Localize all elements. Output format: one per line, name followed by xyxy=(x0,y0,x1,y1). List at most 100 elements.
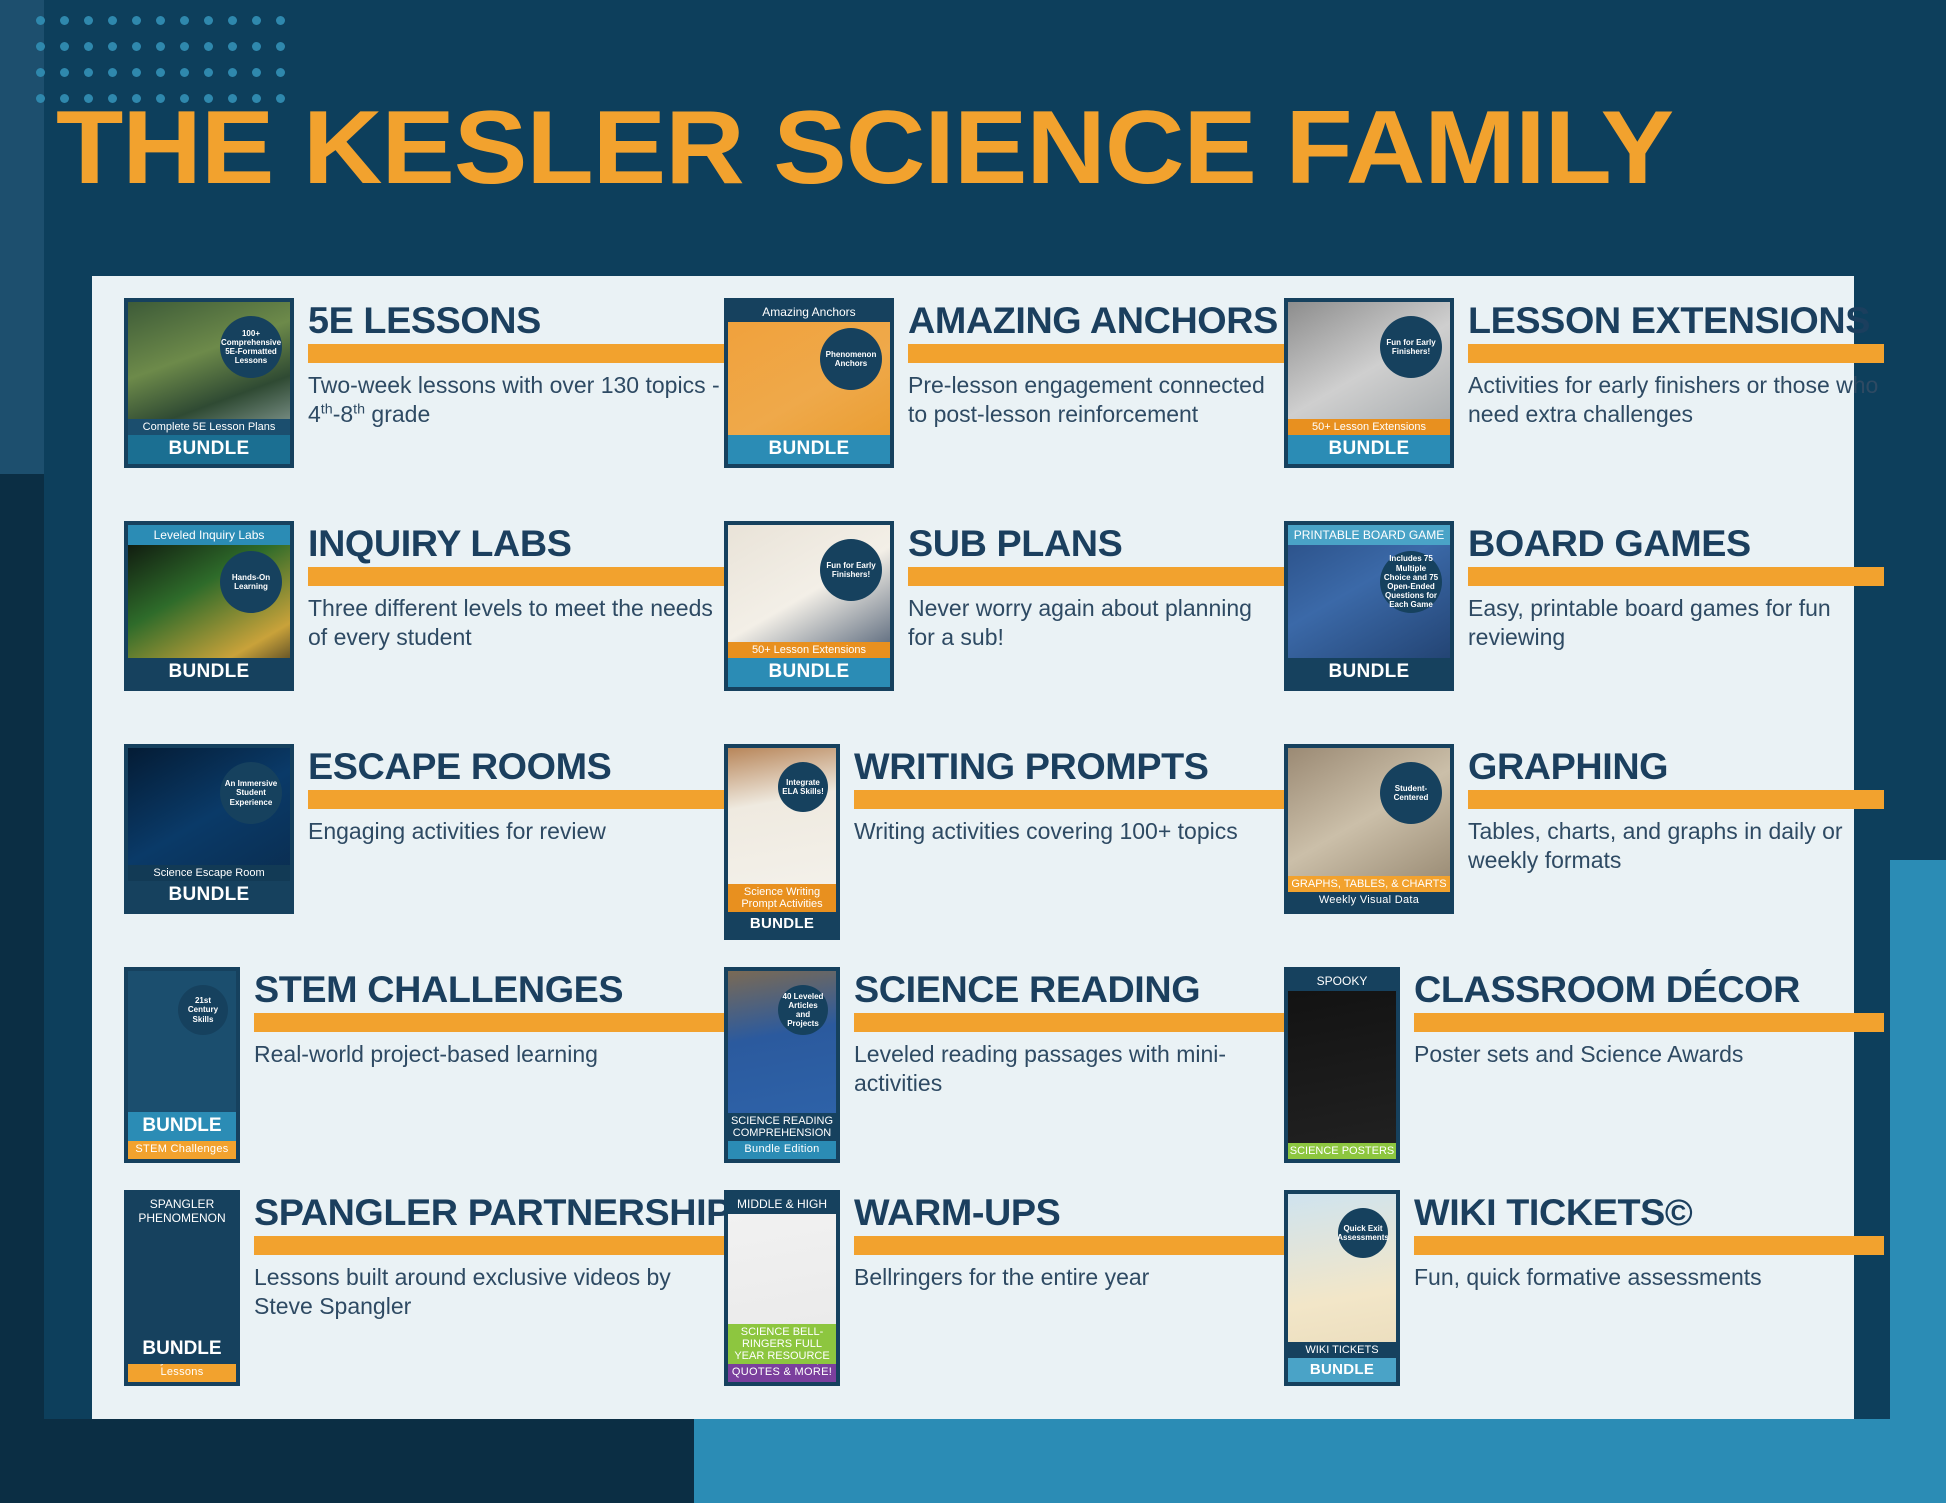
thumbnail-top-label: MIDDLE & HIGH xyxy=(728,1194,836,1214)
decorative-dot xyxy=(108,94,117,103)
product-thumbnail[interactable]: 21st Century Skills STEM Challenges BUNDLE xyxy=(124,967,240,1163)
thumbnail-badge: 40 Leveled Articles and Projects xyxy=(778,985,828,1035)
accent-rule xyxy=(854,1013,1284,1033)
left-accent-bar-dark xyxy=(0,474,44,1503)
decorative-dot xyxy=(252,16,261,25)
decorative-dot xyxy=(132,42,141,51)
thumbnail-top-label: Leveled Inquiry Labs xyxy=(128,525,290,545)
decorative-dot xyxy=(60,42,69,51)
decorative-dot xyxy=(228,42,237,51)
product-thumbnail[interactable]: Integrate ELA Skills!MEGA BUNDLEScience … xyxy=(724,744,840,940)
product-card[interactable]: SPANGLER PHENOMENON19 Physical Science L… xyxy=(124,1184,731,1407)
product-body: GRAPHING Tables, charts, and graphs in da… xyxy=(1468,744,1884,874)
product-grid: 100+ Comprehensive 5E-Formatted Lessons B… xyxy=(92,276,1884,1419)
thumbnail-badge: An Immersive Student Experience xyxy=(220,762,282,824)
decorative-dot xyxy=(84,94,93,103)
product-thumbnail[interactable]: SPANGLER PHENOMENON19 Physical Science L… xyxy=(124,1190,240,1386)
thumbnail-subcaption: BUNDLE xyxy=(128,1112,236,1141)
product-description: Never worry again about planning for a s… xyxy=(908,595,1252,650)
product-card[interactable]: SPOOKY SCIENCE POSTERS CLASSROOM DÉCOR Post… xyxy=(1284,961,1884,1184)
product-card[interactable]: Integrate ELA Skills!MEGA BUNDLEScience … xyxy=(724,738,1284,961)
thumbnail-badge: Fun for Early Finishers! xyxy=(820,539,882,601)
product-title: CLASSROOM DÉCOR xyxy=(1414,969,1800,1010)
decorative-dot xyxy=(204,42,213,51)
product-card[interactable]: PRINTABLE BOARD GAME Includes 75 Multiple… xyxy=(1284,515,1884,738)
decorative-dot xyxy=(180,16,189,25)
decorative-dot xyxy=(84,42,93,51)
thumbnail-subcaption: Science Writing Prompt Activities xyxy=(728,884,836,912)
thumbnail-top-label: PRINTABLE BOARD GAME xyxy=(1288,525,1450,545)
product-card[interactable]: 21st Century Skills STEM Challenges BUNDLE… xyxy=(124,961,724,1184)
thumbnail-caption: BUNDLE xyxy=(128,658,290,687)
product-thumbnail[interactable]: PRINTABLE BOARD GAME Includes 75 Multiple… xyxy=(1284,521,1454,691)
product-card[interactable]: Fun for Early Finishers! BUNDLE 50+ Lesson… xyxy=(724,515,1284,738)
accent-rule xyxy=(1414,1013,1884,1033)
thumbnail-artwork xyxy=(1288,971,1396,1159)
product-description: Engaging activities for review xyxy=(308,818,606,845)
accent-rule xyxy=(254,1236,724,1256)
product-card[interactable]: 40 Leveled Articles and Projects Bundle E… xyxy=(724,961,1284,1184)
accent-rule xyxy=(254,1013,724,1033)
product-thumbnail[interactable]: 40 Leveled Articles and Projects Bundle E… xyxy=(724,967,840,1163)
product-title: WARM-UPS xyxy=(854,1192,1061,1233)
decorative-dot xyxy=(180,94,189,103)
product-body: STEM CHALLENGES Real-world project-based … xyxy=(254,967,724,1069)
decorative-dot xyxy=(132,94,141,103)
accent-rule xyxy=(908,344,1284,364)
product-card[interactable]: An Immersive Student Experience BUNDLE Sci… xyxy=(124,738,724,961)
product-description: Real-world project-based learning xyxy=(254,1041,598,1068)
decorative-dot xyxy=(204,16,213,25)
thumbnail-caption: BUNDLE xyxy=(1288,658,1450,687)
product-card[interactable]: 100+ Comprehensive 5E-Formatted Lessons B… xyxy=(124,292,724,515)
product-card[interactable]: Fun for Early Finishers! BUNDLE 50+ Lesson… xyxy=(1284,292,1884,515)
product-thumbnail[interactable]: Fun for Early Finishers! BUNDLE 50+ Lesson… xyxy=(1284,298,1454,468)
product-description: Bellringers for the entire year xyxy=(854,1264,1150,1291)
decorative-dot xyxy=(84,68,93,77)
decorative-dot xyxy=(228,94,237,103)
thumbnail-top-label: SPOOKY xyxy=(1288,971,1396,991)
accent-rule xyxy=(1468,567,1884,587)
product-thumbnail[interactable]: Amazing Anchors Phenomenon Anchors BUNDLE xyxy=(724,298,894,468)
dot-pattern-decoration xyxy=(36,16,296,103)
product-title: SCIENCE READING xyxy=(854,969,1201,1010)
product-thumbnail[interactable]: 100+ Comprehensive 5E-Formatted Lessons B… xyxy=(124,298,294,468)
accent-rule xyxy=(1468,344,1884,364)
thumbnail-badge: Hands-On Learning xyxy=(220,551,282,613)
decorative-dot xyxy=(36,16,45,25)
thumbnail-badge: Phenomenon Anchors xyxy=(820,328,882,390)
decorative-dot xyxy=(36,94,45,103)
decorative-dot xyxy=(252,68,261,77)
product-body: INQUIRY LABS Three different levels to me… xyxy=(308,521,724,651)
product-card[interactable]: Amazing Anchors Phenomenon Anchors BUNDLE A… xyxy=(724,292,1284,515)
product-description: Writing activities covering 100+ topics xyxy=(854,818,1238,845)
thumbnail-subcaption: Science Escape Room xyxy=(128,865,290,881)
product-thumbnail[interactable]: Quick Exit Assessments BUNDLE WIKI TICKETS xyxy=(1284,1190,1400,1386)
product-thumbnail[interactable]: SPOOKY SCIENCE POSTERS xyxy=(1284,967,1400,1163)
product-description: Tables, charts, and graphs in daily or w… xyxy=(1468,818,1843,873)
product-card[interactable]: Leveled Inquiry Labs Hands-On Learning BUN… xyxy=(124,515,724,738)
product-thumbnail[interactable]: MIDDLE & HIGHSTATIONS, DISCUSSION, QUOTE… xyxy=(724,1190,840,1386)
product-thumbnail[interactable]: Student-Centered Weekly Visual Data GRAPHS… xyxy=(1284,744,1454,914)
thumbnail-top-label: Amazing Anchors xyxy=(728,302,890,322)
product-card[interactable]: Quick Exit Assessments BUNDLE WIKI TICKETS… xyxy=(1284,1184,1884,1407)
thumbnail-subcaption: 50+ Lesson Extensions xyxy=(1288,419,1450,435)
decorative-dot xyxy=(60,94,69,103)
thumbnail-caption: BUNDLE xyxy=(1288,1358,1396,1382)
left-accent-bar-light xyxy=(0,0,44,474)
right-accent-bar-teal xyxy=(1890,860,1946,1503)
decorative-dot xyxy=(276,68,285,77)
product-title: WRITING PROMPTS xyxy=(854,746,1209,787)
thumbnail-badge: Quick Exit Assessments xyxy=(1337,1208,1389,1258)
accent-rule xyxy=(308,790,724,810)
product-body: WIKI TICKETS© Fun, quick formative assess… xyxy=(1414,1190,1884,1292)
accent-rule xyxy=(1414,1236,1884,1256)
product-thumbnail[interactable]: Fun for Early Finishers! BUNDLE 50+ Lesson… xyxy=(724,521,894,691)
product-thumbnail[interactable]: Leveled Inquiry Labs Hands-On Learning BUN… xyxy=(124,521,294,691)
thumbnail-top-label: SPANGLER PHENOMENON xyxy=(128,1194,236,1228)
thumbnail-subcaption: BUNDLE xyxy=(128,1335,236,1364)
product-card[interactable]: MIDDLE & HIGHSTATIONS, DISCUSSION, QUOTE… xyxy=(724,1184,1284,1407)
thumbnail-badge: Fun for Early Finishers! xyxy=(1380,316,1442,378)
accent-rule xyxy=(1468,790,1884,810)
product-thumbnail[interactable]: An Immersive Student Experience BUNDLE Sci… xyxy=(124,744,294,914)
product-card[interactable]: Student-Centered Weekly Visual Data GRAPHS… xyxy=(1284,738,1884,961)
